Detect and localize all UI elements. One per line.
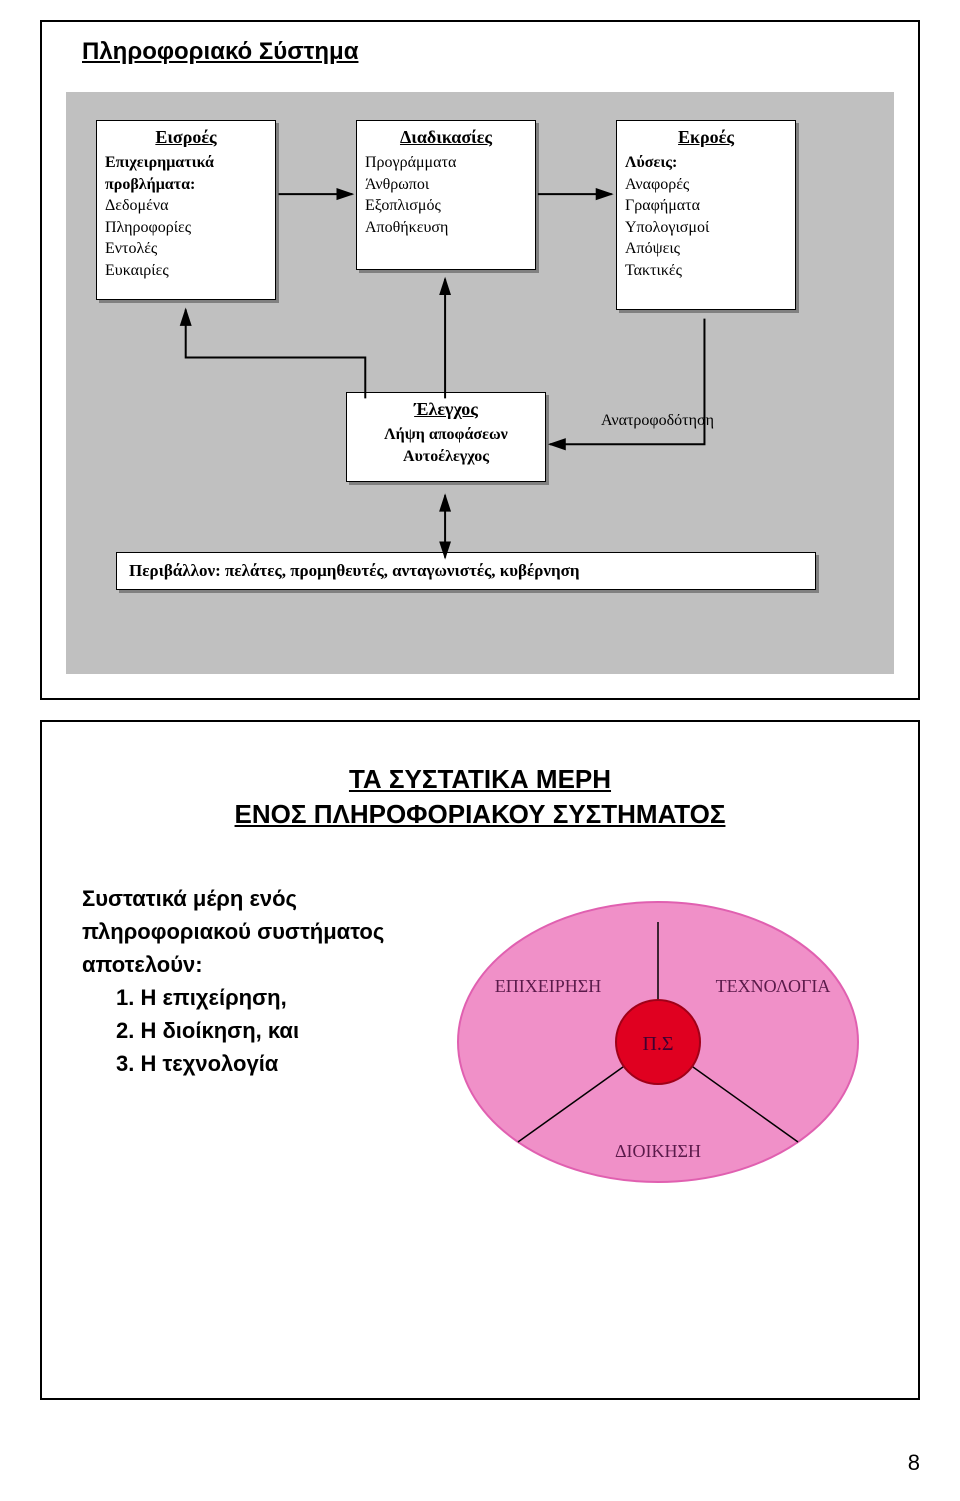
venn-right-label: ΤΕΧΝΟΛΟΓΙΑ bbox=[716, 976, 831, 996]
list-item-3: 3. Η τεχνολογία bbox=[82, 1047, 408, 1080]
arrows-layer bbox=[66, 92, 894, 674]
diagram-panel: Εισροές Επιχειρηματικά προβλήματα: Δεδομ… bbox=[66, 92, 894, 674]
slide1-title: Πληροφοριακό Σύστημα bbox=[82, 38, 358, 66]
components-list: Συστατικά μέρη ενός πληροφοριακού συστήμ… bbox=[82, 882, 408, 1080]
venn-bottom-label: ΔΙΟΙΚΗΣΗ bbox=[615, 1141, 701, 1161]
page-number: 8 bbox=[908, 1450, 920, 1476]
components-intro: Συστατικά μέρη ενός πληροφοριακού συστήμ… bbox=[82, 882, 408, 981]
venn-center-label: Π.Σ bbox=[642, 1033, 673, 1055]
list-item-2: 2. Η διοίκηση, και bbox=[82, 1014, 408, 1047]
venn-left-label: ΕΠΙΧΕΙΡΗΣΗ bbox=[495, 976, 601, 996]
list-item-1: 1. Η επιχείρηση, bbox=[82, 981, 408, 1014]
slide-1: Πληροφοριακό Σύστημα Εισροές Επιχειρηματ… bbox=[40, 20, 920, 700]
slide-2: ΤΑ ΣΥΣΤΑΤΙΚΑ ΜΕΡΗ ΕΝΟΣ ΠΛΗΡΟΦΟΡΙΑΚΟΥ ΣΥΣ… bbox=[40, 720, 920, 1400]
venn-diagram: Π.Σ ΕΠΙΧΕΙΡΗΣΗ ΤΕΧΝΟΛΟΓΙΑ ΔΙΟΙΚΗΣΗ bbox=[438, 882, 878, 1202]
slide2-title: ΤΑ ΣΥΣΤΑΤΙΚΑ ΜΕΡΗ ΕΝΟΣ ΠΛΗΡΟΦΟΡΙΑΚΟΥ ΣΥΣ… bbox=[82, 762, 878, 832]
slide2-body: Συστατικά μέρη ενός πληροφοριακού συστήμ… bbox=[82, 882, 878, 1202]
